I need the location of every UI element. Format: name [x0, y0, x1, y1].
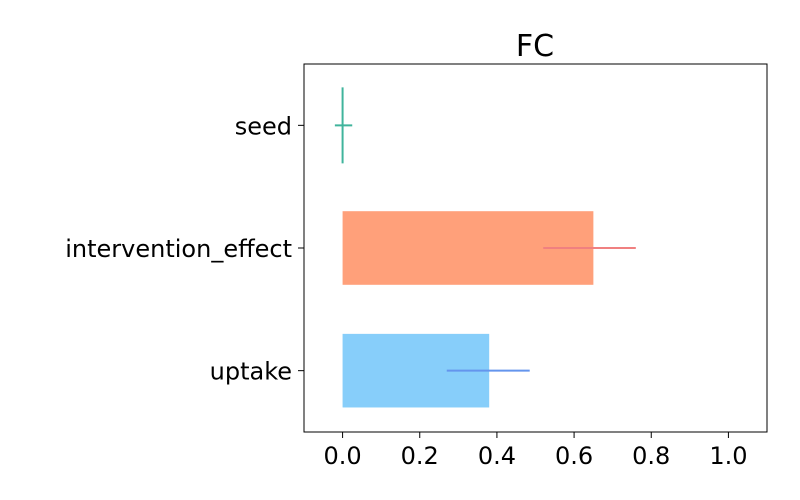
x-tick-label: 0.0: [323, 442, 361, 470]
y-tick-label: seed: [235, 112, 292, 140]
y-tick-label: intervention_effect: [65, 235, 292, 263]
x-tick-label: 0.2: [401, 442, 439, 470]
bars-layer: [342, 88, 594, 408]
x-tick-label: 0.6: [555, 442, 593, 470]
x-tick-label: 0.8: [632, 442, 670, 470]
x-tick-label: 0.4: [478, 442, 516, 470]
chart-title: FC: [516, 29, 554, 64]
error-bars-layer: [334, 87, 636, 372]
y-tick-label: uptake: [210, 358, 292, 386]
x-tick-label: 1.0: [709, 442, 747, 470]
x-axis: 0.0 0.2 0.4 0.6 0.8 1.0: [323, 432, 748, 470]
